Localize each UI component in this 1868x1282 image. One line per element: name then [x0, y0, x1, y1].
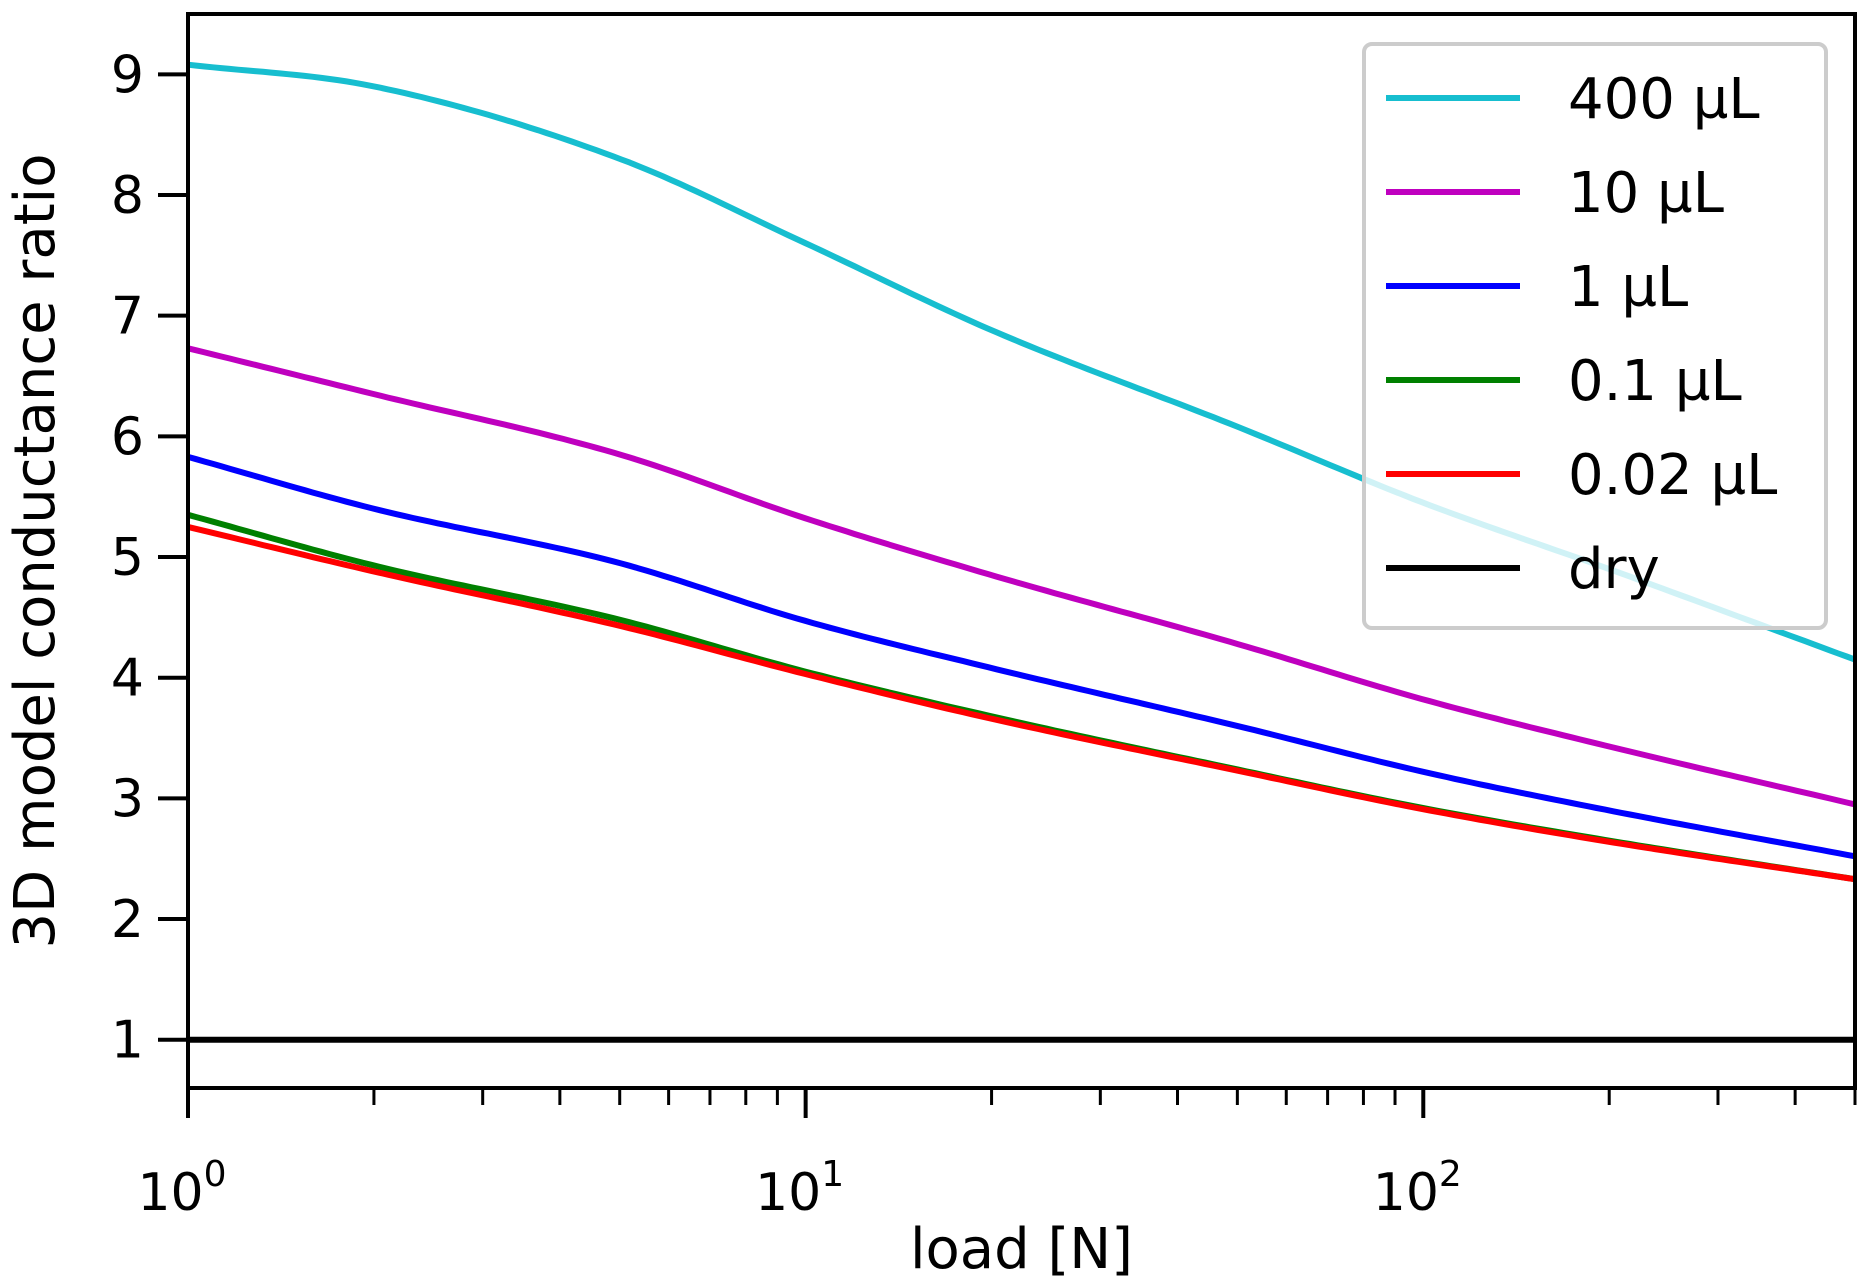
x-tick-label-exponent: 2: [1439, 1154, 1462, 1195]
series-line-10-l: [187, 345, 1856, 808]
y-tick-label: 4: [111, 649, 144, 709]
y-tick-label: 9: [111, 45, 144, 105]
x-tick-label: 100: [137, 1154, 226, 1223]
legend-label: 0.02 µL: [1568, 443, 1777, 508]
legend: 400 µL 10 µL 1 µL 0.1 µL 0.02 µL dry: [1362, 42, 1828, 630]
y-tick-label: 7: [111, 287, 144, 347]
legend-label: 0.1 µL: [1568, 349, 1742, 414]
x-tick-label-exponent: 1: [821, 1154, 844, 1195]
x-tick-label-base: 10: [1373, 1163, 1439, 1223]
x-tick-label-exponent: 0: [204, 1154, 227, 1195]
legend-label: dry: [1568, 537, 1660, 602]
y-tick-label: 5: [111, 528, 144, 588]
y-tick-label: 2: [111, 890, 144, 950]
legend-label: 400 µL: [1568, 67, 1760, 132]
x-tick-label-base: 10: [755, 1163, 821, 1223]
x-tick-label: 101: [755, 1154, 844, 1223]
plot-frame: [186, 12, 1857, 1090]
legend-label: 1 µL: [1568, 255, 1688, 320]
y-tick-label: 1: [111, 1011, 144, 1071]
series-line-1-l: [187, 454, 1856, 860]
y-tick-label: 3: [111, 769, 144, 829]
x-tick-label-base: 10: [137, 1163, 203, 1223]
legend-label: 10 µL: [1568, 161, 1724, 226]
x-tick-label: 102: [1373, 1154, 1462, 1223]
y-tick-label: 8: [111, 166, 144, 226]
x-axis-label: load [N]: [910, 1217, 1133, 1282]
series-line-0-02-l: [187, 523, 1856, 883]
y-tick-label: 6: [111, 407, 144, 467]
y-axis-label: 3D model conductance ratio: [3, 153, 68, 948]
